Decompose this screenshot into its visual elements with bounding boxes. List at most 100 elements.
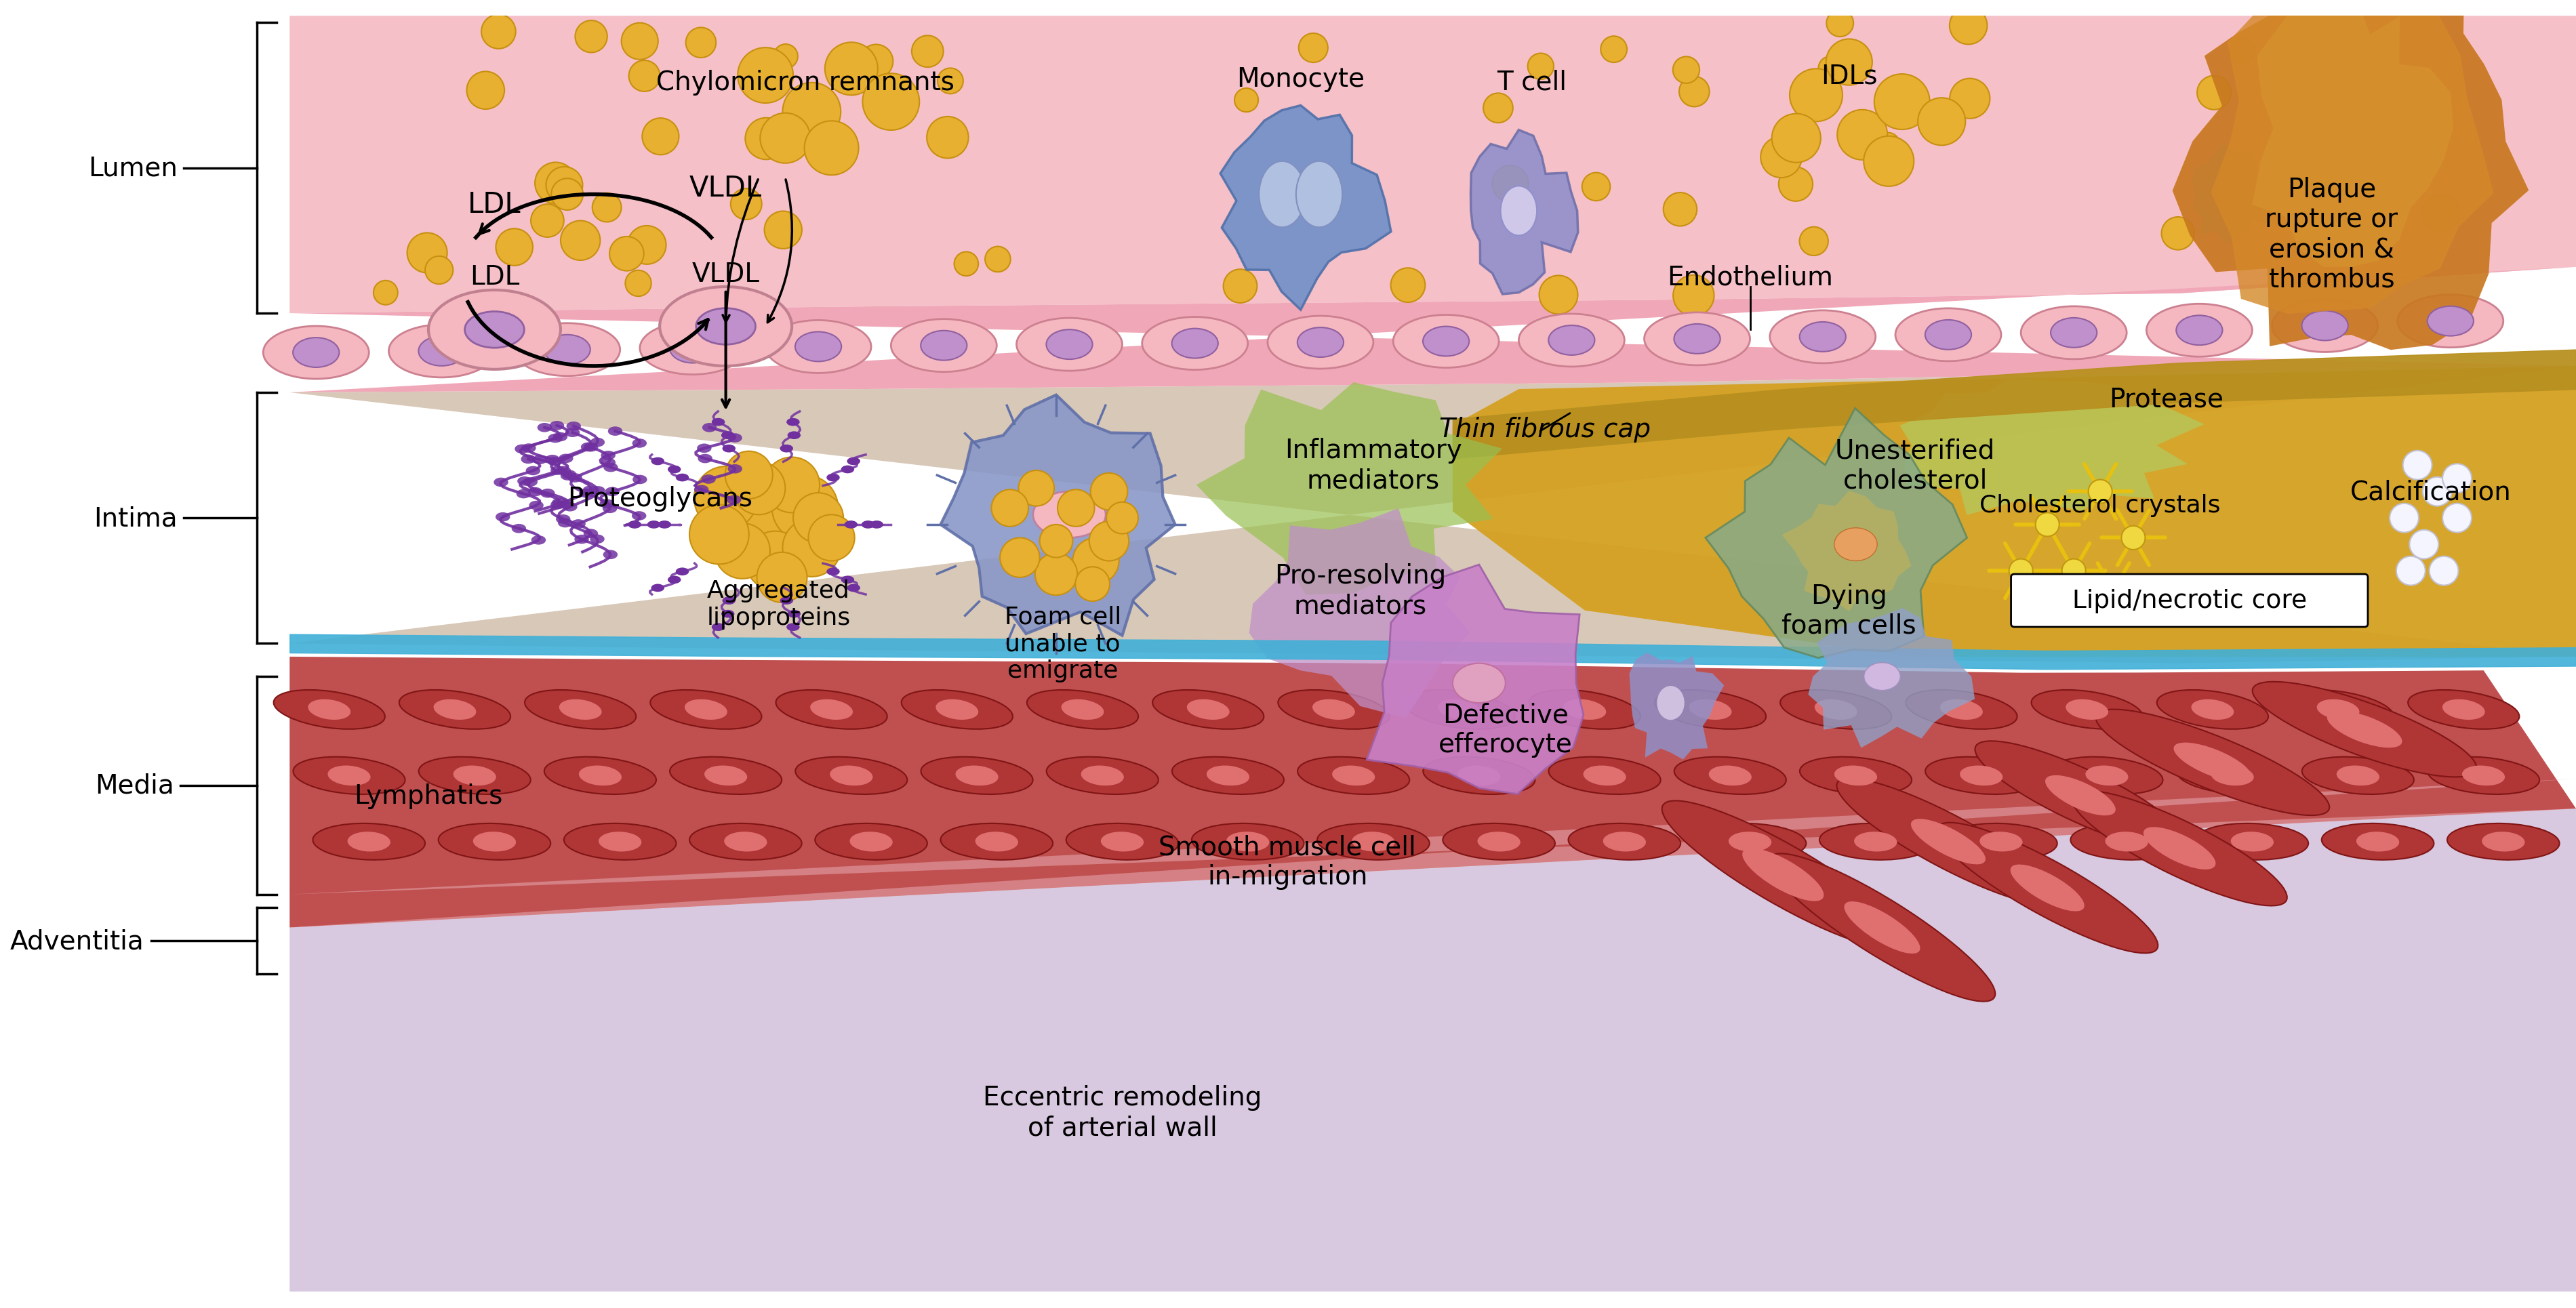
Ellipse shape bbox=[528, 488, 544, 497]
Ellipse shape bbox=[721, 596, 737, 604]
Ellipse shape bbox=[2032, 691, 2143, 730]
Ellipse shape bbox=[1018, 318, 1123, 371]
Ellipse shape bbox=[845, 521, 858, 528]
Ellipse shape bbox=[1316, 824, 1430, 861]
Ellipse shape bbox=[1453, 663, 1504, 704]
Circle shape bbox=[2123, 526, 2146, 549]
Ellipse shape bbox=[1172, 330, 1218, 358]
Ellipse shape bbox=[726, 434, 742, 443]
Ellipse shape bbox=[1352, 832, 1394, 852]
Ellipse shape bbox=[1298, 757, 1409, 794]
Ellipse shape bbox=[590, 438, 605, 447]
Ellipse shape bbox=[657, 521, 672, 528]
Ellipse shape bbox=[2105, 832, 2148, 852]
Ellipse shape bbox=[703, 424, 716, 433]
Ellipse shape bbox=[559, 500, 574, 510]
Ellipse shape bbox=[1033, 492, 1105, 538]
Circle shape bbox=[953, 252, 979, 276]
Ellipse shape bbox=[294, 337, 340, 368]
Ellipse shape bbox=[1674, 757, 1785, 794]
Ellipse shape bbox=[2210, 765, 2254, 786]
Ellipse shape bbox=[1584, 765, 1625, 786]
Ellipse shape bbox=[920, 757, 1033, 794]
Circle shape bbox=[1819, 58, 1842, 81]
Circle shape bbox=[757, 553, 806, 603]
Polygon shape bbox=[289, 366, 2576, 663]
Ellipse shape bbox=[698, 454, 714, 463]
Ellipse shape bbox=[273, 691, 384, 730]
Ellipse shape bbox=[567, 422, 582, 432]
Polygon shape bbox=[289, 267, 2576, 392]
Ellipse shape bbox=[1896, 309, 2002, 361]
Ellipse shape bbox=[935, 700, 979, 719]
Ellipse shape bbox=[580, 765, 621, 786]
Ellipse shape bbox=[1695, 824, 1806, 861]
Polygon shape bbox=[2172, 0, 2530, 351]
Circle shape bbox=[621, 24, 657, 60]
Circle shape bbox=[1826, 39, 1873, 86]
Ellipse shape bbox=[531, 536, 546, 545]
Ellipse shape bbox=[1422, 327, 1468, 357]
Ellipse shape bbox=[600, 458, 616, 467]
Ellipse shape bbox=[551, 498, 567, 508]
Ellipse shape bbox=[1172, 757, 1283, 794]
Ellipse shape bbox=[2192, 700, 2233, 719]
Circle shape bbox=[574, 21, 608, 54]
Ellipse shape bbox=[562, 472, 574, 481]
Ellipse shape bbox=[667, 466, 680, 473]
Polygon shape bbox=[1249, 509, 1471, 718]
Ellipse shape bbox=[546, 458, 562, 467]
Ellipse shape bbox=[513, 525, 526, 534]
Circle shape bbox=[2228, 39, 2254, 65]
Polygon shape bbox=[1783, 490, 1911, 612]
Circle shape bbox=[1772, 114, 1821, 164]
Ellipse shape bbox=[701, 475, 716, 484]
Circle shape bbox=[1600, 37, 1628, 63]
Ellipse shape bbox=[647, 521, 659, 528]
Text: Endothelium: Endothelium bbox=[1667, 264, 1834, 290]
Text: Adventitia: Adventitia bbox=[10, 927, 144, 954]
Ellipse shape bbox=[1100, 832, 1144, 852]
Ellipse shape bbox=[652, 585, 665, 593]
Polygon shape bbox=[1195, 383, 1502, 595]
Polygon shape bbox=[2210, 0, 2494, 314]
Ellipse shape bbox=[574, 535, 590, 544]
Ellipse shape bbox=[1834, 765, 1878, 786]
Text: Defective
efferocyte: Defective efferocyte bbox=[1437, 702, 1571, 757]
Ellipse shape bbox=[1548, 757, 1662, 794]
Circle shape bbox=[374, 281, 397, 305]
Ellipse shape bbox=[1422, 757, 1535, 794]
Ellipse shape bbox=[2481, 832, 2524, 852]
Circle shape bbox=[1072, 538, 1118, 585]
Circle shape bbox=[2089, 480, 2112, 504]
Circle shape bbox=[482, 14, 515, 50]
Ellipse shape bbox=[667, 576, 680, 585]
Ellipse shape bbox=[1602, 832, 1646, 852]
Circle shape bbox=[765, 212, 801, 250]
Ellipse shape bbox=[2231, 832, 2275, 852]
Ellipse shape bbox=[420, 757, 531, 794]
Circle shape bbox=[495, 229, 533, 266]
Ellipse shape bbox=[438, 824, 551, 861]
Circle shape bbox=[1826, 10, 1855, 38]
Ellipse shape bbox=[515, 445, 528, 454]
Ellipse shape bbox=[2251, 681, 2476, 777]
Ellipse shape bbox=[1924, 320, 1971, 351]
Ellipse shape bbox=[1690, 700, 1731, 719]
Ellipse shape bbox=[1298, 328, 1345, 357]
Ellipse shape bbox=[2071, 791, 2287, 906]
Polygon shape bbox=[289, 780, 2576, 927]
Text: Calcification: Calcification bbox=[2349, 479, 2512, 505]
Ellipse shape bbox=[848, 585, 860, 593]
Ellipse shape bbox=[829, 765, 873, 786]
Ellipse shape bbox=[781, 596, 793, 604]
Ellipse shape bbox=[871, 521, 884, 528]
Ellipse shape bbox=[2321, 824, 2434, 861]
Ellipse shape bbox=[559, 519, 572, 528]
Circle shape bbox=[2161, 217, 2195, 250]
FancyBboxPatch shape bbox=[2012, 574, 2367, 628]
Circle shape bbox=[1672, 276, 1713, 317]
Ellipse shape bbox=[796, 332, 842, 362]
Ellipse shape bbox=[1404, 691, 1515, 730]
Ellipse shape bbox=[693, 485, 708, 494]
